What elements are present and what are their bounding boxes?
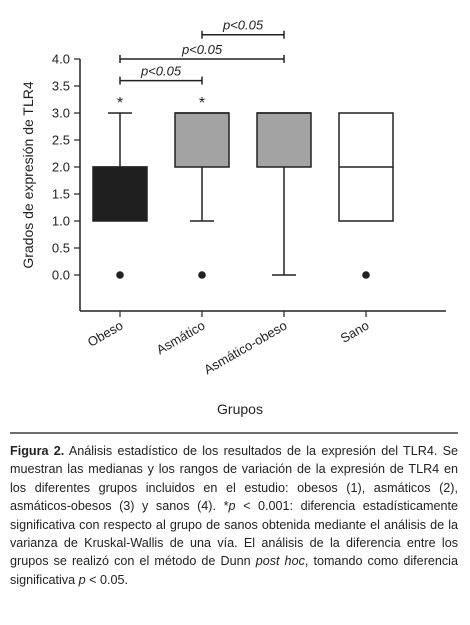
figure-caption: Figura 2. Análisis estadístico de los re… [10, 432, 458, 589]
y-tick-label: 2.5 [52, 133, 70, 148]
caption-segment: < 0.001: diferencia estadísticamente sig… [10, 499, 458, 569]
box-asm-tico-obeso [256, 112, 312, 276]
significance-star: * [117, 95, 123, 112]
x-axis-title: Grupos [217, 401, 263, 417]
box-asm-tico: * [174, 95, 230, 279]
y-tick-label: 0.0 [52, 268, 70, 283]
y-axis-title: Grados de expresión de TLR4 [20, 81, 36, 269]
caption-segment: p [228, 499, 236, 514]
significance-bracket: p<0.05 [201, 18, 285, 39]
significance-bracket: p<0.05 [119, 42, 285, 63]
outlier-point [116, 271, 124, 279]
bracket-label: p<0.05 [140, 64, 182, 79]
caption-segment: p [78, 572, 86, 587]
y-tick-label: 1.5 [52, 187, 70, 202]
x-tick-label: Asmático [154, 318, 208, 358]
significance-bracket: p<0.05 [119, 64, 203, 85]
y-tick-label: 1.0 [52, 214, 70, 229]
caption-segment: < 0.05. [85, 572, 128, 587]
box-iqr [92, 166, 148, 222]
outlier-point [362, 271, 370, 279]
y-axis-ticks: 0.0 0.5 1.0 1.5 2.0 2.5 3.0 3.5 4.0 [52, 52, 80, 283]
y-tick-label: 4.0 [52, 52, 70, 67]
y-tick-label: 3.0 [52, 106, 70, 121]
bracket-label: p<0.05 [181, 42, 223, 57]
x-tick-label: Obeso [85, 318, 126, 350]
caption-segment: Análisis estadístico de los resultados d… [10, 444, 459, 514]
significance-brackets: p<0.05 p<0.05 p<0.05 [119, 18, 285, 85]
y-tick-label: 2.0 [52, 160, 70, 175]
y-tick-label: 3.5 [52, 79, 70, 94]
caption-segment: post hoc [255, 554, 305, 569]
box-iqr [174, 112, 230, 168]
box-series: * * [92, 95, 394, 279]
caption-segment: , tomando como diferencia significativa [10, 554, 458, 587]
box-iqr [256, 112, 312, 168]
caption-text: Análisis estadístico de los resultados d… [10, 444, 458, 587]
figure-label: Figura 2. [10, 444, 65, 458]
outlier-point [198, 271, 206, 279]
y-tick-label: 0.5 [52, 241, 70, 256]
box-obeso: * [92, 95, 148, 279]
box-plot-chart: 0.00.51.01.52.02.53.03.54.0 * * p<0.05p<0… [20, 18, 446, 417]
significance-star: * [199, 95, 205, 112]
box-sano [338, 112, 394, 279]
x-tick-label: Asmático-obeso [201, 318, 289, 378]
x-tick-label: Sano [338, 318, 372, 346]
bracket-label: p<0.05 [222, 18, 264, 33]
